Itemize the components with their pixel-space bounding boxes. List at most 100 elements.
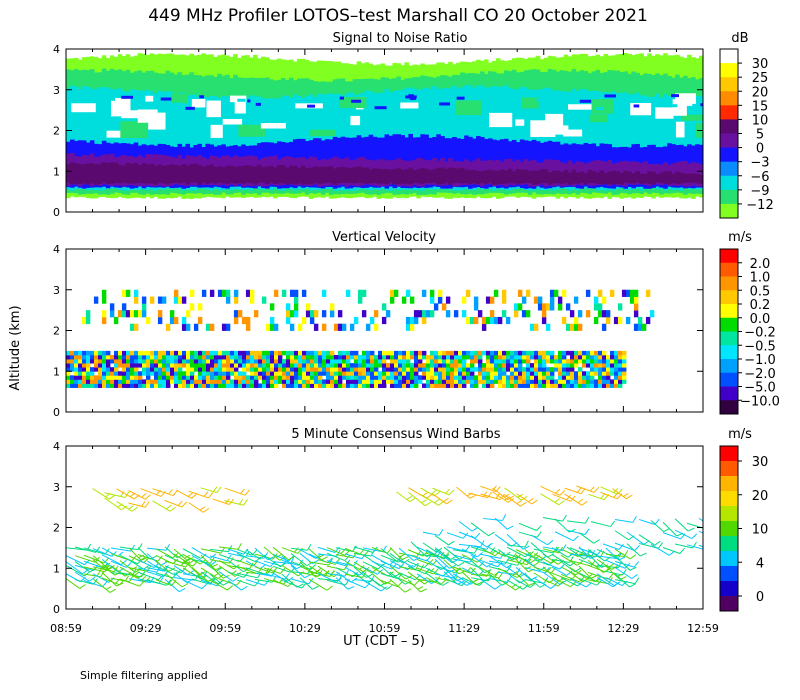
- vv-cell: [106, 359, 111, 364]
- vv-cell: [398, 363, 403, 368]
- vv-cell: [262, 350, 267, 356]
- vv-cell: [174, 350, 179, 356]
- vv-cell: [645, 289, 651, 297]
- y-tick-label: 0: [53, 406, 60, 419]
- vv-cell: [489, 316, 495, 325]
- wind-barb-flag: [181, 582, 189, 588]
- snr-cell: [260, 123, 286, 129]
- wind-barb: [494, 517, 508, 530]
- vv-cell: [561, 316, 567, 325]
- vv-cell: [398, 354, 403, 360]
- snr-cell: [97, 164, 103, 184]
- snr-cell: [206, 100, 221, 118]
- vv-cell: [542, 359, 547, 364]
- snr-cell: [643, 173, 648, 184]
- vv-cell: [290, 359, 295, 364]
- snr-cell: [535, 89, 541, 190]
- y-tick-label: 4: [53, 43, 60, 56]
- vv-cell: [502, 367, 507, 372]
- wind-barb: [626, 531, 645, 545]
- vv-cell: [102, 383, 107, 388]
- vv-cell: [522, 371, 527, 376]
- vv-cell: [249, 289, 255, 297]
- vv-cell: [74, 383, 79, 388]
- colorbar-swatch: [720, 304, 738, 319]
- wind-barb: [362, 579, 382, 592]
- vv-cell: [490, 379, 495, 384]
- snr-cell: [547, 172, 553, 185]
- wind-barb-flag: [474, 532, 481, 539]
- vv-cell: [274, 383, 279, 388]
- vv-cell: [142, 371, 147, 376]
- wind-barb: [119, 560, 136, 573]
- vv-cell: [214, 354, 219, 360]
- vv-cell: [442, 375, 447, 380]
- vv-cell: [446, 375, 451, 380]
- vv-cell: [298, 375, 303, 380]
- vv-cell: [466, 371, 471, 376]
- wind-barb-flag: [457, 580, 465, 585]
- vv-cell: [602, 359, 607, 364]
- wind-barb: [515, 572, 530, 586]
- vv-cell: [482, 350, 487, 356]
- vv-cell: [402, 359, 407, 364]
- vv-cell: [234, 383, 239, 388]
- vv-cell: [442, 383, 447, 388]
- wind-barb-flag: [203, 491, 209, 497]
- vv-cell: [198, 375, 203, 380]
- wind-barb: [432, 487, 450, 496]
- vv-cell: [393, 289, 399, 297]
- vv-cell: [302, 371, 307, 376]
- snr-cell: [630, 102, 652, 116]
- x-tick-label: 08:59: [50, 622, 82, 635]
- wind-barb: [479, 567, 495, 576]
- wind-barb-flag: [297, 571, 305, 577]
- vv-cell: [253, 310, 259, 318]
- snr-cell: [631, 161, 636, 185]
- wind-barb-flag: [525, 566, 532, 570]
- vv-cell: [226, 350, 231, 356]
- wind-barb: [458, 531, 476, 539]
- vv-cell: [342, 363, 347, 368]
- wind-barb: [317, 565, 335, 578]
- vv-cell: [629, 296, 635, 304]
- vv-cell: [586, 363, 591, 368]
- wind-barb-flag: [288, 555, 295, 561]
- vv-cell: [137, 310, 143, 318]
- snr-cell: [356, 166, 362, 183]
- wind-barb: [407, 579, 421, 593]
- vv-cell: [606, 379, 611, 384]
- vv-cell: [602, 383, 607, 388]
- vv-cell: [390, 367, 395, 372]
- vv-cell: [117, 310, 123, 318]
- snr-cell: [185, 106, 195, 110]
- vv-cell: [378, 359, 383, 364]
- vv-cell: [162, 375, 167, 380]
- colorbar-label: −1.0: [744, 353, 776, 368]
- snr-cell: [177, 93, 183, 189]
- vv-cell: [238, 354, 243, 360]
- wind-barb: [600, 486, 618, 495]
- wind-barb-flag: [310, 564, 316, 570]
- snr-cell: [507, 168, 513, 183]
- vv-cell: [130, 375, 135, 380]
- snr-cell: [81, 86, 87, 189]
- snr-cell: [308, 167, 314, 185]
- vv-cell: [222, 371, 227, 376]
- vv-cell: [386, 354, 391, 360]
- vv-cell: [270, 383, 275, 388]
- vv-cell: [314, 354, 319, 360]
- vv-cell: [458, 383, 463, 388]
- snr-cell: [237, 165, 242, 183]
- vv-cell: [546, 379, 551, 384]
- vv-cell: [590, 354, 595, 360]
- vv-cell: [510, 379, 515, 384]
- wind-barbs-plot: [66, 485, 703, 593]
- vv-cell: [206, 363, 211, 368]
- y-tick-label: 3: [53, 84, 60, 97]
- snr-cell: [531, 170, 537, 185]
- vv-cell: [545, 323, 551, 331]
- vv-cell: [358, 363, 363, 368]
- vv-cell: [246, 354, 251, 360]
- x-tick-label: 09:59: [209, 622, 241, 635]
